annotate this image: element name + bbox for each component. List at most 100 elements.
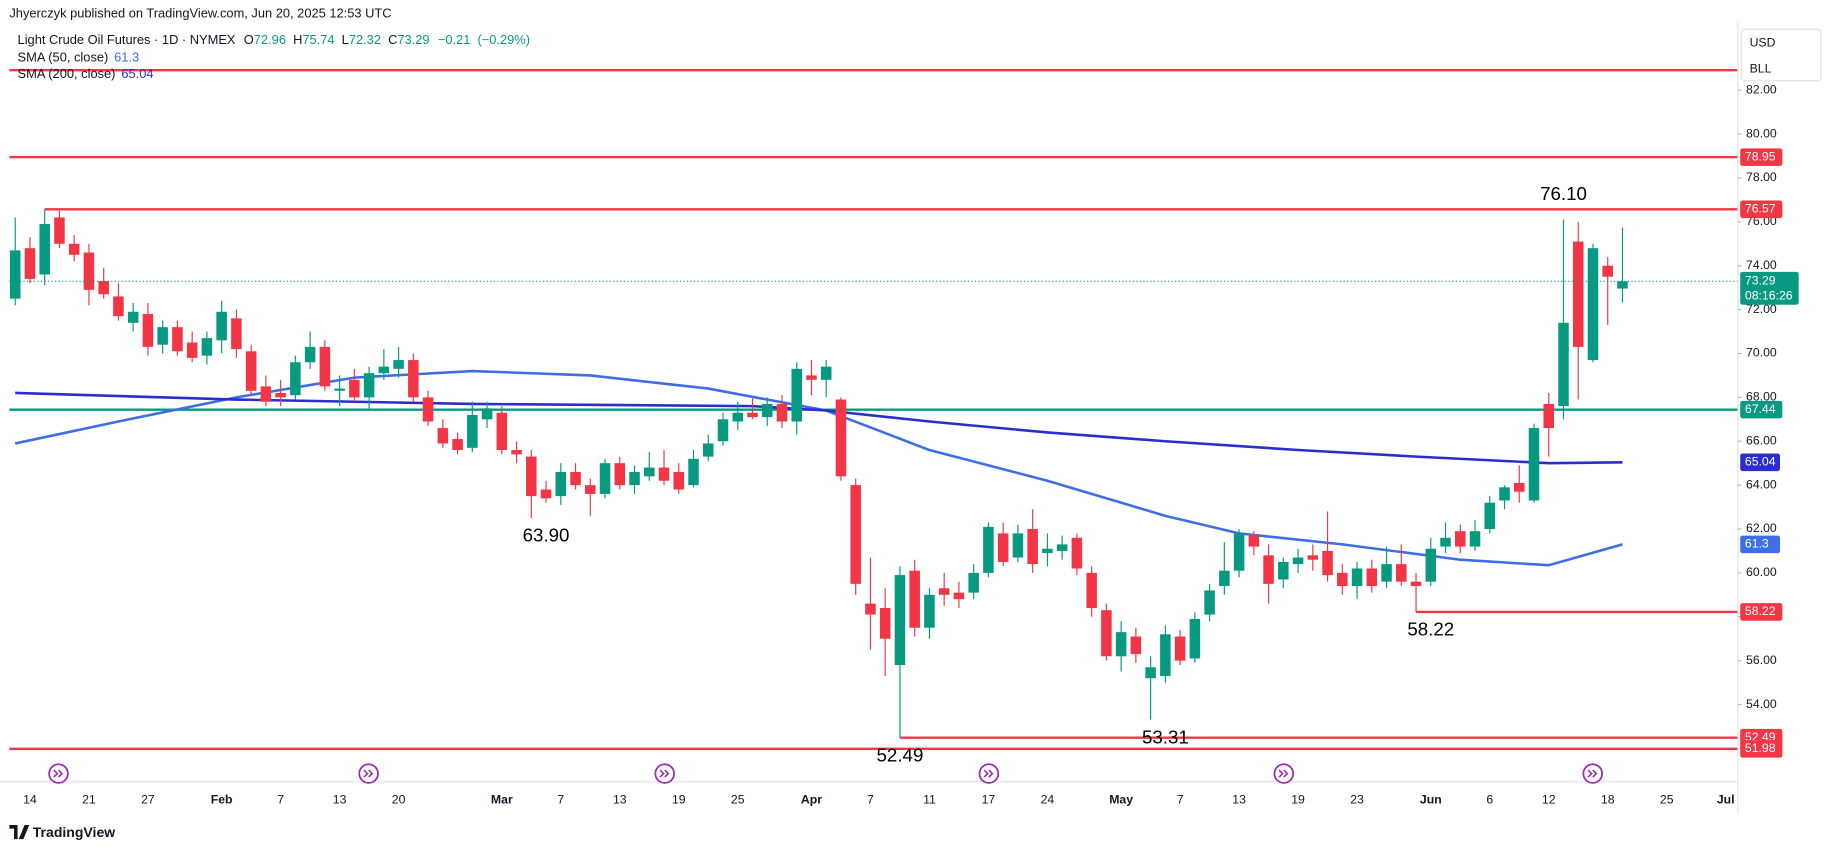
event-arrow (1278, 769, 1289, 778)
candle-body (1366, 568, 1378, 587)
candle-body (1543, 403, 1555, 429)
candle-body (909, 570, 920, 628)
candle-body (172, 327, 183, 352)
event-icon[interactable] (978, 763, 1000, 784)
candle-body (452, 439, 463, 451)
event-icon[interactable] (358, 763, 379, 784)
level-label-box (1740, 200, 1783, 219)
candle-body (1455, 531, 1466, 547)
candle-body (1160, 634, 1171, 677)
level-label-box (1740, 603, 1783, 621)
x-tick-label: 6 (1486, 793, 1493, 807)
logo-mark (9, 825, 30, 840)
event-icon[interactable] (1582, 763, 1603, 784)
x-tick-label: 27 (141, 793, 155, 807)
candle-body (865, 603, 876, 615)
event-icon[interactable] (48, 763, 69, 784)
x-tick-label: Jul (1717, 793, 1735, 807)
symbol-name: Light Crude Oil Futures · 1D · NYMEX (18, 32, 236, 47)
candle-body (1263, 555, 1274, 584)
legend-sma: SMA (200, close) 65.04 (18, 66, 154, 81)
candle-body (142, 313, 154, 347)
x-tick-label: 13 (1232, 793, 1246, 807)
candle-body (157, 327, 168, 345)
legend-main: Light Crude Oil Futures · 1D · NYMEX O72… (18, 32, 530, 47)
candle-body (1499, 487, 1510, 501)
x-tick-label: 11 (923, 793, 936, 807)
level-label: 78.95 (1745, 149, 1776, 163)
candle-body (275, 392, 286, 398)
candle-body (820, 366, 832, 380)
candle-body (806, 375, 817, 380)
currency: USD (1750, 36, 1776, 50)
candle-body (304, 346, 316, 363)
candle-body (1440, 537, 1451, 547)
change: −0.21 (438, 32, 471, 47)
x-tick-label: 19 (1291, 793, 1305, 807)
candle-body (585, 485, 596, 494)
annotation: 58.22 (1407, 619, 1454, 640)
candle-body (319, 346, 331, 387)
candle-body (938, 588, 950, 595)
sma-name: SMA (50, close) (18, 50, 109, 65)
candle-body (260, 386, 272, 402)
ohlc-letter: C (388, 32, 397, 47)
candle-body (1204, 590, 1215, 615)
x-tick-label: 20 (392, 793, 406, 807)
x-tick-label: 7 (867, 793, 874, 807)
y-tick-label: 74.00 (1746, 258, 1777, 272)
countdown: 08:16:26 (1745, 289, 1793, 303)
event-icon[interactable] (654, 763, 675, 784)
candle-body (1322, 550, 1333, 576)
candle-body (1219, 570, 1230, 587)
candle-body (997, 533, 1009, 562)
candle-body (98, 281, 109, 295)
candle-body (879, 607, 891, 639)
candle-body (186, 342, 198, 358)
candle-body (732, 412, 744, 422)
candle-body (1351, 568, 1363, 587)
candle-body (1012, 533, 1024, 558)
x-tick-label: 21 (82, 793, 96, 807)
candle-body (1484, 502, 1496, 530)
candle-body (201, 338, 213, 356)
candle-body (127, 311, 139, 323)
candle-body (1337, 572, 1348, 587)
sma-label: 65.04 (1745, 455, 1776, 469)
candle-body (1248, 535, 1260, 547)
y-tick-label: 66.00 (1746, 433, 1777, 447)
x-tick-label: Apr (801, 793, 822, 807)
candle-body (1410, 581, 1422, 587)
x-tick-label: 17 (982, 793, 996, 807)
x-tick-label: 7 (277, 793, 284, 807)
candle-body (1558, 322, 1569, 407)
candle-body (378, 366, 390, 374)
unit-box[interactable] (1740, 28, 1822, 82)
candle-body (702, 443, 714, 457)
candle-body (1587, 248, 1599, 361)
candle-body (216, 311, 227, 341)
sma-label-box (1740, 535, 1780, 554)
y-tick-label: 62.00 (1746, 521, 1777, 535)
candle-body (1189, 618, 1201, 659)
candle-body (1027, 529, 1038, 565)
plot-area (9, 69, 1738, 751)
candle-body (1278, 561, 1289, 580)
candle-body (1396, 564, 1407, 582)
level-label-box (1740, 740, 1783, 758)
annotation: 76.10 (1540, 183, 1587, 204)
candle-body (349, 379, 360, 398)
candle-body (1469, 531, 1481, 547)
event-arrow (659, 769, 670, 778)
ohlc-letter: O (244, 32, 254, 47)
candle-body (894, 575, 906, 666)
candle-body (1513, 482, 1525, 492)
ohlc-letter: L (342, 32, 349, 47)
sma-label-box (1740, 453, 1780, 472)
candle-body (526, 456, 537, 497)
level-label: 67.44 (1745, 402, 1776, 416)
candle-body (644, 467, 655, 477)
candle-body (1145, 667, 1156, 679)
event-icon[interactable] (1273, 763, 1295, 784)
